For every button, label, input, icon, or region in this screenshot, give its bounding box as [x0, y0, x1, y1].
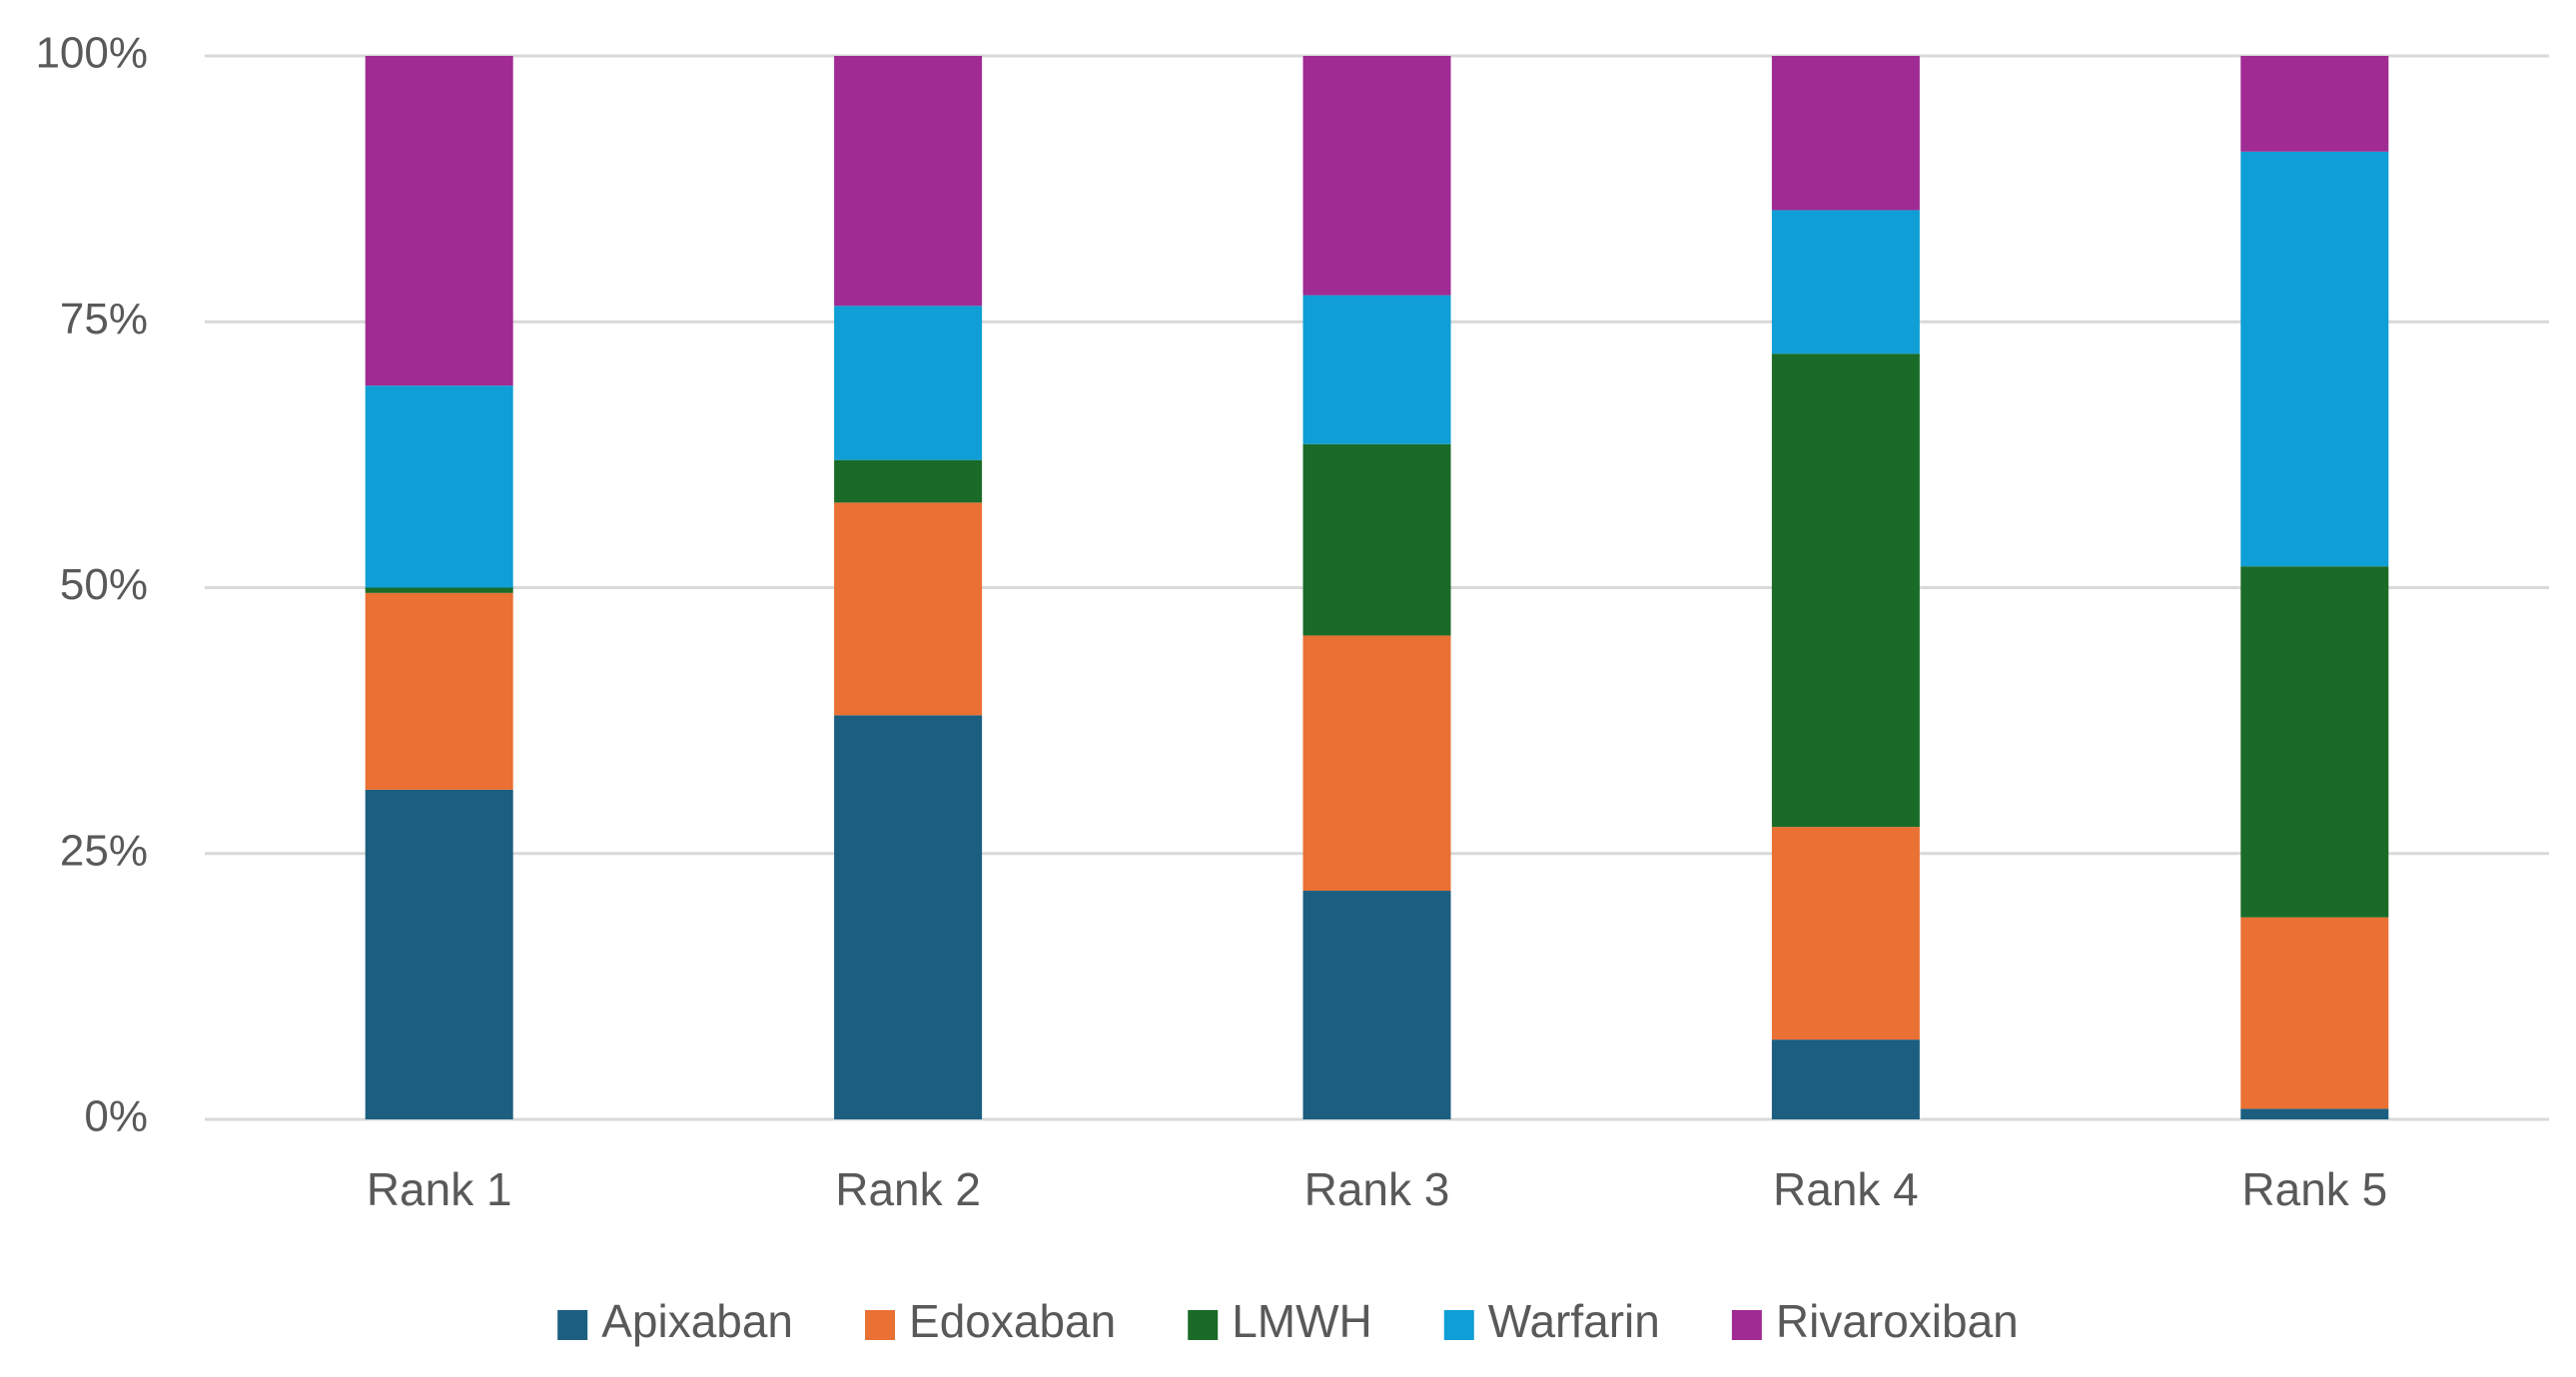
y-axis-tick-labels: 0% 25% 50% 75% 100% — [35, 29, 148, 1141]
bar-segment — [1302, 635, 1451, 892]
x-axis-tick-labels: Rank 1 Rank 2 Rank 3 Rank 4 Rank 5 — [367, 1163, 2387, 1215]
y-tick-label: 100% — [35, 29, 148, 78]
bar-segment — [365, 789, 513, 1119]
bar-segment — [1302, 443, 1451, 636]
bar-segment — [1771, 56, 1920, 211]
legend-label: LMWH — [1232, 1295, 1372, 1347]
bar-segment — [365, 587, 513, 593]
bar-segment — [2240, 917, 2389, 1109]
legend-swatch — [1731, 1310, 1762, 1340]
bar-segment — [365, 385, 513, 588]
y-tick-label: 50% — [60, 560, 148, 609]
legend-label: Edoxaban — [909, 1295, 1116, 1347]
bar-segment — [1771, 353, 1920, 828]
y-tick-label: 25% — [60, 826, 148, 875]
bar-segment — [2240, 566, 2389, 918]
legend-swatch — [1443, 1310, 1474, 1340]
legend-label: Rivaroxiban — [1776, 1295, 2019, 1347]
x-tick-label: Rank 4 — [1773, 1163, 1919, 1215]
x-tick-label: Rank 3 — [1304, 1163, 1450, 1215]
legend-label: Warfarin — [1488, 1295, 1660, 1347]
bar-segment — [365, 592, 513, 790]
legend-swatch — [557, 1310, 588, 1340]
legend-item: Rivaroxiban — [1731, 1295, 2019, 1347]
legend: Apixaban Edoxaban LMWH Warfarin Rivaroxiban — [557, 1295, 2019, 1347]
bars — [365, 56, 2389, 1119]
legend-swatch — [865, 1310, 896, 1340]
legend-item: Edoxaban — [865, 1295, 1116, 1347]
bar-segment — [2240, 151, 2389, 567]
bar-segment — [834, 715, 983, 1119]
bar-segment — [2240, 1108, 2389, 1119]
bar-segment — [365, 56, 513, 386]
x-tick-label: Rank 5 — [2241, 1163, 2387, 1215]
bar-segment — [1302, 891, 1451, 1119]
bar-segment — [1771, 827, 1920, 1040]
bar-segment — [1302, 56, 1451, 296]
bar-segment — [834, 502, 983, 716]
legend-item: Warfarin — [1443, 1295, 1660, 1347]
bar-segment — [834, 56, 983, 307]
bar-segment — [2240, 56, 2389, 152]
y-tick-label: 75% — [60, 295, 148, 344]
x-tick-label: Rank 1 — [367, 1163, 512, 1215]
bar-segment — [1302, 295, 1451, 444]
bar-segment — [1771, 210, 1920, 354]
y-tick-label: 0% — [84, 1092, 148, 1141]
legend-item: Apixaban — [557, 1295, 793, 1347]
bar-segment — [834, 459, 983, 503]
bar-segment — [1771, 1039, 1920, 1119]
legend-label: Apixaban — [601, 1295, 793, 1347]
x-tick-label: Rank 2 — [835, 1163, 981, 1215]
legend-item: LMWH — [1188, 1295, 1372, 1347]
legend-swatch — [1188, 1310, 1219, 1340]
bar-segment — [834, 306, 983, 460]
